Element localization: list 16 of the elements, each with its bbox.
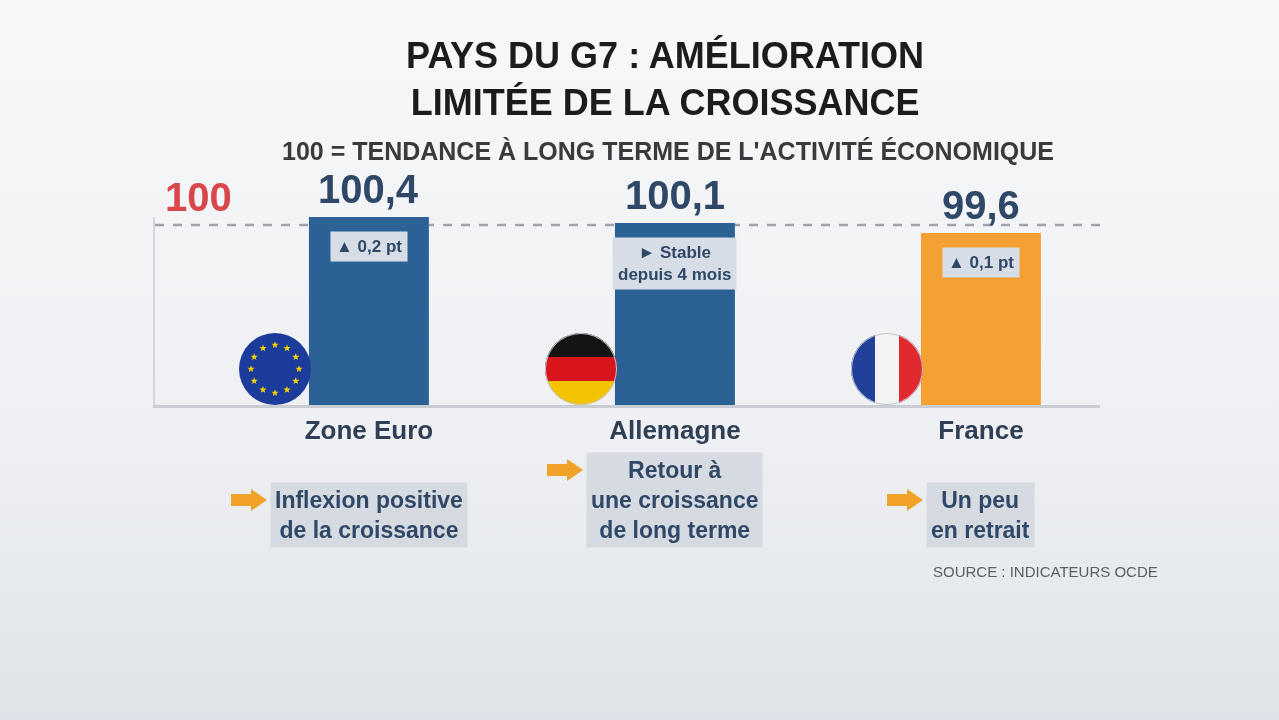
x-tick-label: Zone Euro bbox=[304, 415, 434, 446]
chart-title: PAYS DU G7 : AMÉLIORATION LIMITÉE DE LA CROISSANCE bbox=[406, 35, 925, 124]
data-label: 99,6 bbox=[942, 183, 1020, 227]
annotation: ▲ 0,2 pt bbox=[336, 237, 403, 256]
x-tick-label: Allemagne bbox=[609, 415, 741, 446]
text: Un peu en retrait bbox=[931, 487, 1030, 543]
source-note: SOURCE : INDICATEURS OCDE bbox=[933, 563, 1158, 580]
ref-line-label: 100 bbox=[165, 175, 232, 219]
annotation: ▲ 0,1 pt bbox=[948, 253, 1015, 272]
x-tick-label: France bbox=[938, 415, 1024, 446]
chart-subtitle: 100 = TENDANCE À LONG TERME DE L'ACTIVITÉ ÉCONOMIQUE bbox=[282, 137, 1054, 165]
text: Inflexion positive de la croissance bbox=[275, 487, 463, 543]
data-label: 100,4 bbox=[318, 167, 419, 211]
data-label: 100,1 bbox=[625, 173, 726, 217]
text: Retour à une croissance de long terme bbox=[591, 457, 759, 543]
annotation: ► Stable depuis 4 mois bbox=[618, 243, 732, 285]
